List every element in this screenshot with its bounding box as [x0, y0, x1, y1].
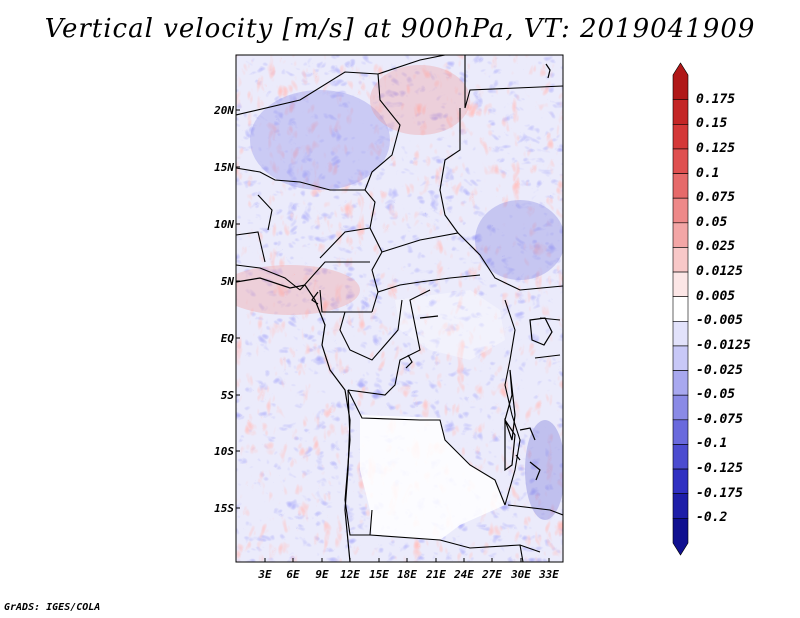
colorbar-swatch: [672, 444, 689, 470]
colorbar-label: -0.175: [696, 485, 743, 501]
colorbar-swatch: [672, 468, 689, 495]
colorbar-label: 0.1: [696, 165, 720, 181]
colorbar-label: -0.0125: [696, 337, 751, 353]
colorbar-swatch: [672, 419, 689, 445]
colorbar-swatch: [672, 62, 689, 100]
colorbar: [672, 62, 689, 556]
colorbar-swatch: [672, 493, 689, 519]
lat-label: 5N: [220, 275, 234, 288]
colorbar-label: -0.025: [696, 362, 743, 378]
colorbar-swatch: [672, 296, 689, 322]
colorbar-label: -0.125: [696, 461, 743, 477]
lon-label: 27E: [482, 568, 502, 581]
lat-label: 15N: [214, 161, 234, 174]
lon-label: 15E: [369, 568, 389, 581]
colorbar-label: 0.125: [696, 140, 736, 156]
colorbar-label: 0.005: [696, 288, 736, 304]
colorbar-label: -0.2: [696, 510, 728, 526]
colorbar-swatch: [672, 123, 689, 150]
lat-label: 10S: [214, 445, 234, 458]
colorbar-swatch: [672, 173, 689, 199]
lat-label: 10N: [214, 218, 234, 231]
lat-label: EQ: [220, 332, 234, 345]
colorbar-swatch: [672, 394, 689, 421]
colorbar-label: 0.0125: [696, 264, 743, 280]
vertical-velocity-field: [236, 55, 563, 562]
colorbar-label: 0.175: [696, 91, 736, 107]
lon-label: 21E: [426, 568, 446, 581]
colorbar-swatch: [672, 99, 689, 125]
lon-label: 3E: [258, 568, 272, 581]
lat-label: 15S: [214, 502, 234, 515]
colorbar-label: 0.075: [696, 190, 736, 206]
lat-label: 20N: [214, 104, 234, 117]
colorbar-swatch: [672, 518, 689, 556]
colorbar-label: 0.15: [696, 116, 728, 132]
lon-label: 18E: [397, 568, 417, 581]
colorbar-label: -0.1: [696, 436, 728, 452]
lon-label: 9E: [315, 568, 329, 581]
map-title: Vertical velocity [m/s] at 900hPa, VT: 2…: [44, 14, 756, 44]
colorbar-swatch: [672, 148, 689, 174]
grads-credit: GrADS: IGES/COLA: [4, 602, 101, 613]
axis-ticks: [236, 109, 550, 562]
lon-label: 6E: [286, 568, 300, 581]
colorbar-swatch: [672, 197, 689, 224]
colorbar-swatch: [672, 370, 689, 396]
map-frame: [235, 54, 564, 563]
lon-label: 30E: [511, 568, 531, 581]
colorbar-label: 0.05: [696, 214, 728, 230]
colorbar-label: -0.05: [696, 387, 736, 403]
lon-label: 24E: [454, 568, 474, 581]
colorbar-label: -0.075: [696, 411, 743, 427]
lat-label: 5S: [220, 389, 234, 402]
colorbar-label: 0.025: [696, 239, 736, 255]
lon-label: 12E: [340, 568, 360, 581]
colorbar-swatch: [672, 271, 689, 297]
colorbar-swatch: [672, 321, 689, 347]
colorbar-swatch: [672, 222, 689, 248]
lon-label: 33E: [539, 568, 559, 581]
colorbar-swatch: [672, 247, 689, 273]
colorbar-swatch: [672, 345, 689, 371]
colorbar-label: -0.005: [696, 313, 743, 329]
